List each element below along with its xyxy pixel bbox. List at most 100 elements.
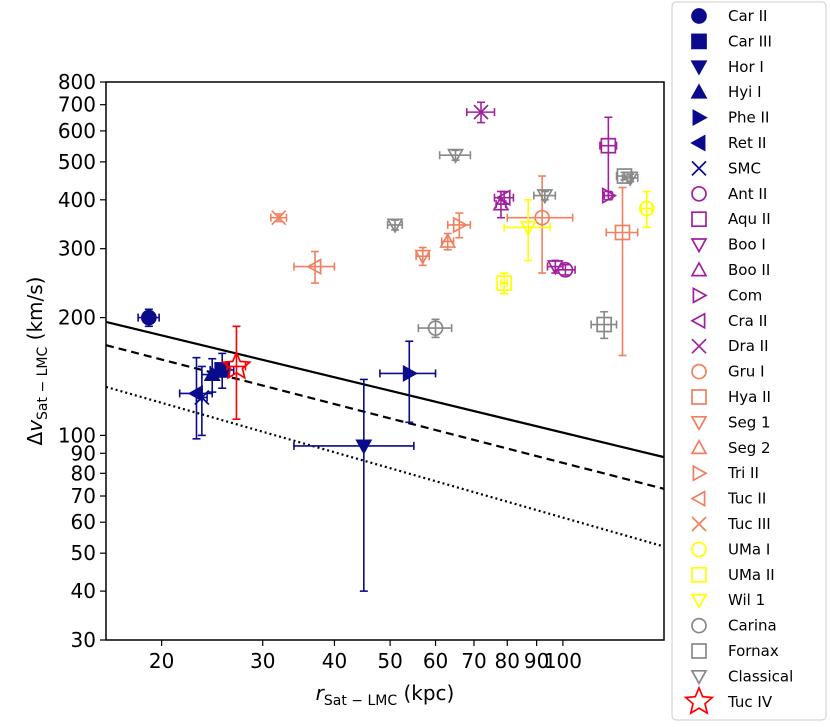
point-carina (417, 318, 453, 339)
legend-item-cra-ii: Cra II (690, 312, 767, 330)
curve-dashed (105, 344, 665, 490)
series-tuc-ii (293, 250, 336, 284)
legend-label: Wil 1 (728, 591, 765, 609)
legend: Car II Car III Hor I Hyi I Phe II Ret II SMC An… (671, 1, 827, 721)
y-tick-label: 80 (71, 461, 96, 485)
series-tri-ii (446, 212, 472, 239)
legend-marker (690, 83, 708, 99)
legend-label: Carina (728, 617, 777, 635)
legend-item-car-ii: Car II (691, 7, 767, 25)
legend-marker (683, 685, 715, 715)
legend-item-ret-ii: Ret II (690, 134, 766, 152)
legend-label: Seg 2 (728, 439, 771, 457)
legend-label: Hyi I (728, 83, 762, 101)
marker-tuc-iv (221, 350, 252, 380)
legend-marker (691, 33, 707, 50)
x-tick-label: 100 (544, 649, 582, 673)
series-smc (194, 365, 210, 437)
point-hyi-i (201, 357, 224, 393)
legend-label: Tuc III (727, 515, 771, 533)
legend-label: Dra II (728, 337, 769, 355)
legend-label: Classical (728, 667, 793, 685)
point-wil-1 (503, 198, 551, 262)
legend-label: Seg 1 (728, 413, 771, 431)
y-tick-label: 60 (71, 510, 96, 534)
marker-hya-ii (614, 224, 631, 241)
y-tick-label: 40 (71, 579, 96, 603)
marker-classical (386, 218, 404, 234)
point-hor-i (293, 378, 415, 592)
legend-item-uma-i: UMa I (691, 540, 770, 558)
legend-item-uma-ii: UMa II (691, 566, 775, 584)
legend-label: Car III (728, 32, 772, 50)
legend-marker (691, 160, 707, 177)
legend-marker (690, 593, 708, 609)
y-tick-label: 50 (71, 541, 96, 565)
series-hyi-i (201, 357, 224, 393)
series-phe-ii (379, 340, 437, 424)
marker-uma-ii (496, 275, 512, 291)
data-points (137, 101, 655, 592)
curve-dotted (105, 385, 665, 548)
point-uma-i (638, 190, 655, 229)
series-tuc-iii (270, 210, 288, 226)
point-smc (194, 365, 210, 437)
legend-marker (690, 238, 708, 254)
y-tick-label: 800 (58, 70, 96, 94)
legend-item-boo-ii: Boo II (690, 261, 770, 279)
point-cra-ii (493, 189, 515, 207)
legend-marker (690, 312, 706, 330)
legend-marker (691, 389, 707, 405)
x-axis-label: rSat − LMC (kpc) (316, 681, 455, 709)
x-tick-label: 80 (495, 649, 520, 673)
marker-classical (536, 189, 554, 205)
x-tick-label: 50 (377, 649, 402, 673)
point-tuc-ii (293, 250, 336, 284)
legend-item-wil-1: Wil 1 (690, 591, 765, 609)
y-tick-label: 400 (58, 188, 96, 212)
legend-item-ant-ii: Ant II (691, 185, 767, 203)
legend-marker (691, 617, 707, 634)
marker-seg-1 (414, 249, 432, 265)
legend-label: Ret II (728, 134, 766, 152)
series-classical (386, 148, 639, 234)
legend-label: Fornax (728, 642, 779, 660)
marker-hor-i (355, 439, 373, 455)
legend-item-phe-ii: Phe II (692, 109, 769, 127)
marker-car-ii (140, 309, 157, 326)
marker-tuc-iii (271, 210, 287, 226)
point-classical-1 (386, 218, 404, 234)
legend-marker (691, 8, 707, 24)
point-dra-ii (465, 101, 496, 124)
legend-label: Tri II (727, 464, 759, 482)
legend-label: Tuc II (727, 490, 766, 508)
legend-item-hor-i: Hor I (690, 58, 764, 76)
marker-aqu-ii (600, 137, 617, 154)
point-tuc-iv (221, 325, 252, 420)
point-seg-1 (414, 246, 432, 267)
marker-dra-ii (473, 104, 489, 120)
legend-label: Cra II (728, 312, 767, 330)
legend-item-dra-ii: Dra II (691, 337, 769, 355)
marker-smc (194, 389, 210, 406)
point-classical-3 (533, 189, 557, 205)
legend-label: UMa I (728, 540, 770, 558)
marker-tri-ii (452, 216, 469, 234)
series-cra-ii (493, 189, 515, 207)
legend-item-hya-ii: Hya II (691, 388, 771, 406)
y-tick-label: 30 (71, 628, 96, 652)
legend-label: Com (728, 286, 762, 304)
point-hya-ii (605, 186, 639, 357)
legend-item-boo-i: Boo I (690, 236, 766, 254)
legend-marker (692, 464, 708, 482)
point-boo-i (546, 259, 564, 276)
legend-label: Hor I (728, 58, 764, 76)
marker-seg-2 (439, 232, 457, 248)
legend-label: Boo II (728, 261, 770, 279)
legend-marker (690, 490, 706, 508)
x-tick-label: 70 (461, 649, 486, 673)
model-curves (105, 320, 665, 548)
legend-item-aqu-ii: Aqu II (691, 210, 771, 228)
